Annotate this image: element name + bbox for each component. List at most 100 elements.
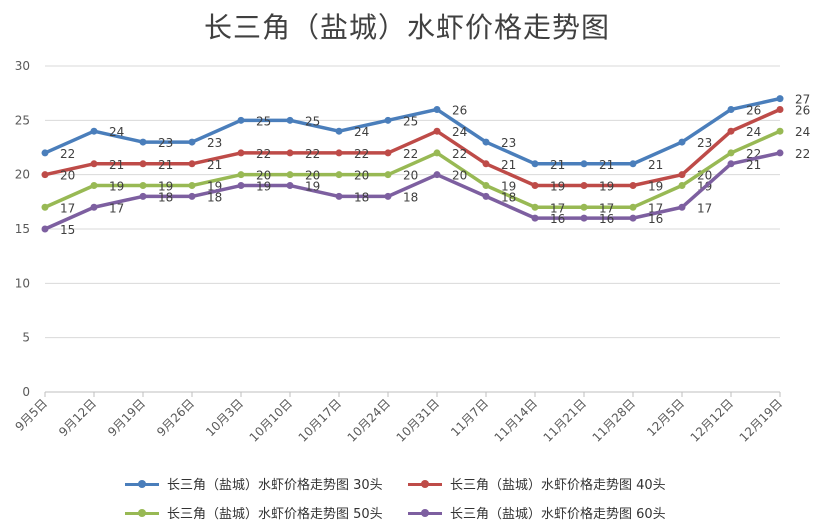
data-point — [237, 149, 245, 157]
series-line — [44, 151, 781, 231]
data-label: 20 — [256, 169, 271, 183]
data-point — [90, 160, 98, 168]
legend-item-60: 长三角（盐城）水虾价格走势图 60头 — [408, 503, 666, 522]
data-label: 18 — [207, 190, 222, 204]
data-label: 25 — [256, 114, 271, 128]
data-point — [237, 116, 245, 124]
data-label: 24 — [109, 125, 124, 139]
data-point — [776, 127, 784, 135]
data-point — [433, 105, 441, 113]
data-label: 20 — [452, 169, 467, 183]
y-tick-label: 10 — [15, 276, 30, 290]
data-point — [41, 171, 49, 179]
y-tick-label: 15 — [15, 222, 30, 236]
x-tick-label: 12月12日 — [688, 396, 736, 444]
data-point — [580, 203, 588, 211]
data-point — [678, 171, 686, 179]
data-label: 26 — [795, 103, 810, 117]
data-label: 22 — [403, 147, 418, 161]
x-tick-label: 12月19日 — [737, 396, 785, 444]
data-label: 23 — [158, 136, 173, 150]
data-point — [237, 182, 245, 190]
data-label: 24 — [354, 125, 369, 139]
legend-label-50: 长三角（盐城）水虾价格走势图 50头 — [167, 507, 383, 522]
data-point — [188, 160, 196, 168]
data-point — [629, 182, 637, 190]
data-point — [580, 160, 588, 168]
data-label: 16 — [599, 212, 614, 226]
data-label: 23 — [207, 136, 222, 150]
data-point — [580, 182, 588, 190]
data-label: 19 — [109, 180, 124, 194]
data-label: 19 — [501, 180, 516, 194]
x-tick-label: 9月5日 — [12, 396, 50, 434]
data-label: 18 — [403, 190, 418, 204]
data-point — [727, 149, 735, 157]
data-point — [482, 182, 490, 190]
legend-swatch-60 — [408, 507, 442, 519]
data-label: 27 — [795, 93, 810, 107]
data-point — [482, 192, 490, 200]
data-label: 18 — [354, 190, 369, 204]
data-point — [384, 192, 392, 200]
data-label: 22 — [452, 147, 467, 161]
legend-swatch-30 — [125, 478, 159, 490]
data-label: 24 — [452, 125, 467, 139]
data-point — [629, 214, 637, 222]
data-label: 22 — [256, 147, 271, 161]
x-tick-label: 9月12日 — [56, 396, 99, 439]
data-label: 23 — [697, 136, 712, 150]
data-label: 26 — [746, 103, 761, 117]
data-point — [727, 160, 735, 168]
data-point — [286, 116, 294, 124]
legend-item-50: 长三角（盐城）水虾价格走势图 50头 — [125, 503, 383, 522]
data-point — [727, 127, 735, 135]
data-label: 19 — [305, 180, 320, 194]
data-point — [384, 171, 392, 179]
legend-swatch-40 — [408, 478, 442, 490]
y-axis: 0 5 10 15 20 25 30 — [15, 59, 30, 399]
data-point — [335, 127, 343, 135]
data-label: 26 — [452, 103, 467, 117]
data-point — [384, 149, 392, 157]
data-point — [776, 95, 784, 103]
data-point — [188, 192, 196, 200]
data-label: 17 — [550, 201, 565, 215]
data-point — [678, 182, 686, 190]
data-point — [531, 160, 539, 168]
data-point — [433, 171, 441, 179]
data-label: 21 — [109, 158, 124, 172]
x-tick-label: 10月24日 — [345, 396, 393, 444]
data-label: 21 — [746, 158, 761, 172]
data-label: 20 — [60, 169, 75, 183]
data-label: 22 — [354, 147, 369, 161]
data-point — [286, 182, 294, 190]
data-label: 17 — [60, 201, 75, 215]
data-point — [776, 105, 784, 113]
data-label: 19 — [158, 180, 173, 194]
data-label: 22 — [60, 147, 75, 161]
data-label: 17 — [109, 201, 124, 215]
data-label: 25 — [305, 114, 320, 128]
legend-label-40: 长三角（盐城）水虾价格走势图 40头 — [450, 478, 666, 493]
data-point — [433, 127, 441, 135]
data-point — [90, 182, 98, 190]
data-label: 24 — [795, 125, 810, 139]
x-tick-label: 12月5日 — [644, 396, 687, 439]
data-point — [531, 214, 539, 222]
data-label: 25 — [403, 114, 418, 128]
x-tick-label: 11月7日 — [448, 396, 491, 439]
data-label: 17 — [599, 201, 614, 215]
legend-swatch-50 — [125, 507, 159, 519]
data-label: 20 — [305, 169, 320, 183]
x-tick-label: 11月14日 — [492, 396, 540, 444]
data-point — [139, 138, 147, 146]
data-point — [41, 149, 49, 157]
data-label: 16 — [550, 212, 565, 226]
data-label: 21 — [550, 158, 565, 172]
data-label: 21 — [599, 158, 614, 172]
x-tick-label: 9月26日 — [154, 396, 197, 439]
